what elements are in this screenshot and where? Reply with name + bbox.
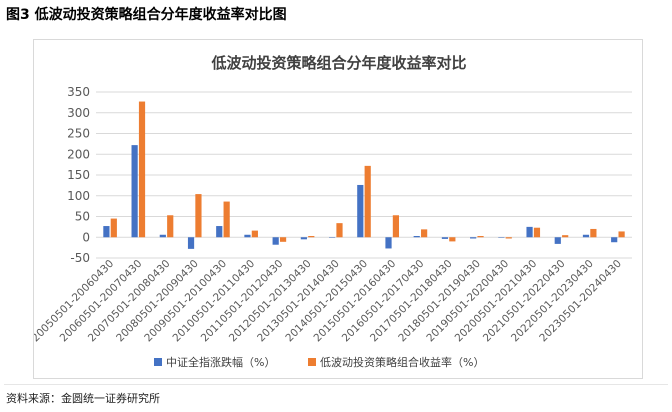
bar-series-2 bbox=[477, 236, 484, 238]
bar-series-1 bbox=[441, 237, 449, 239]
bar-series-1 bbox=[611, 237, 618, 243]
chart-title: 低波动投资策略组合分年度收益率对比 bbox=[210, 54, 466, 72]
bar-series-1 bbox=[385, 237, 392, 249]
bar-series-2 bbox=[392, 215, 400, 238]
bar-series-2 bbox=[195, 194, 202, 238]
bar-series-1 bbox=[357, 184, 364, 238]
bar-series-2 bbox=[223, 201, 230, 238]
bar-series-1 bbox=[526, 226, 533, 238]
bar-series-1 bbox=[159, 234, 166, 238]
y-tick-label: 50 bbox=[75, 210, 90, 224]
legend-swatch-series-2 bbox=[308, 358, 316, 366]
y-tick-label: -50 bbox=[70, 251, 90, 265]
bar-series-1 bbox=[131, 145, 138, 238]
bar-series-2 bbox=[533, 227, 541, 238]
y-axis-ticks: -50 0 50 100 150 200 250 300 350 bbox=[67, 85, 90, 265]
y-tick-label: 300 bbox=[67, 106, 90, 120]
legend-label-series-2: 低波动投资策略组合收益率（%） bbox=[320, 355, 484, 369]
bar-series-2 bbox=[449, 237, 456, 242]
y-tick-label: 350 bbox=[67, 85, 90, 99]
bar-series-1 bbox=[244, 234, 251, 238]
grid-layer bbox=[96, 91, 632, 259]
bar-layer bbox=[103, 101, 625, 249]
bar-series-2 bbox=[167, 215, 174, 238]
y-tick-label: 200 bbox=[67, 147, 90, 161]
bar-series-1 bbox=[413, 236, 420, 238]
bar-series-2 bbox=[110, 218, 117, 238]
bar-series-2 bbox=[590, 228, 597, 238]
bar-series-1 bbox=[582, 234, 590, 238]
legend-label-series-1: 中证全指涨跌幅（%） bbox=[166, 355, 275, 369]
bar-series-2 bbox=[562, 235, 569, 238]
legend: 中证全指涨跌幅（%） 低波动投资策略组合收益率（%） bbox=[154, 355, 484, 369]
bar-series-1 bbox=[554, 237, 561, 244]
bar-series-1 bbox=[470, 237, 477, 239]
x-axis-ticks: 20050501-2006043020060501-20070430200705… bbox=[34, 258, 624, 345]
bar-series-1 bbox=[328, 237, 336, 238]
bar-series-1 bbox=[498, 237, 505, 238]
bar-series-2 bbox=[421, 229, 428, 238]
bar-series-2 bbox=[279, 237, 287, 242]
legend-swatch-series-1 bbox=[154, 358, 162, 366]
bar-series-2 bbox=[364, 165, 371, 238]
chart-frame: 低波动投资策略组合分年度收益率对比 -50 0 50 100 150 200 250 300 3… bbox=[33, 39, 643, 379]
bar-series-1 bbox=[103, 226, 110, 238]
bar-series-1 bbox=[272, 237, 279, 245]
bar-series-2 bbox=[308, 236, 315, 238]
bar-series-2 bbox=[618, 231, 625, 238]
y-tick-label: 100 bbox=[67, 189, 90, 203]
bar-series-2 bbox=[138, 101, 146, 238]
bar-series-2 bbox=[336, 223, 343, 238]
bar-series-2 bbox=[251, 230, 258, 238]
bar-series-2 bbox=[505, 237, 512, 239]
y-tick-label: 0 bbox=[82, 230, 90, 244]
bar-series-1 bbox=[216, 226, 223, 238]
bar-series-1 bbox=[300, 237, 307, 240]
y-tick-label: 150 bbox=[67, 168, 90, 182]
chart-svg: 低波动投资策略组合分年度收益率对比 -50 0 50 100 150 200 250 300 3… bbox=[34, 54, 632, 369]
y-tick-label: 250 bbox=[67, 127, 90, 141]
figure-caption: 图3 低波动投资策略组合分年度收益率对比图 bbox=[6, 7, 287, 23]
source-note: 资料来源：金圆统一证券研究所 bbox=[6, 392, 160, 405]
separator-line bbox=[4, 384, 668, 385]
bar-series-1 bbox=[187, 237, 195, 249]
